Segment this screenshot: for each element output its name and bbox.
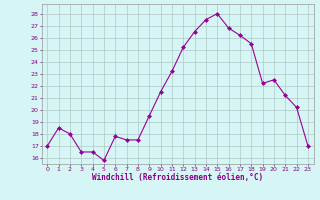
X-axis label: Windchill (Refroidissement éolien,°C): Windchill (Refroidissement éolien,°C) <box>92 173 263 182</box>
